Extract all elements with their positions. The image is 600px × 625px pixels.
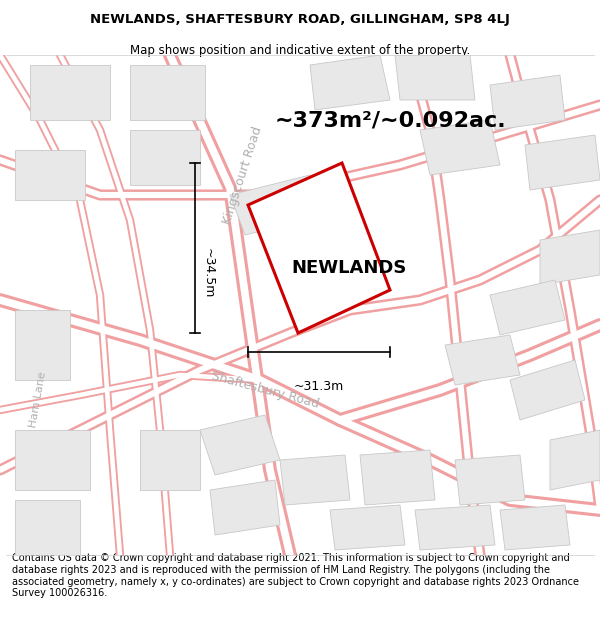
Polygon shape	[130, 130, 200, 185]
Polygon shape	[15, 150, 85, 200]
Text: Ham Lane: Ham Lane	[28, 371, 48, 429]
Text: ~373m²/~0.092ac.: ~373m²/~0.092ac.	[274, 110, 506, 130]
Polygon shape	[210, 480, 280, 535]
Polygon shape	[200, 415, 280, 475]
Text: ~34.5m: ~34.5m	[202, 248, 215, 298]
Polygon shape	[15, 500, 80, 555]
Polygon shape	[500, 505, 570, 550]
Polygon shape	[415, 505, 495, 550]
Polygon shape	[420, 120, 500, 175]
Polygon shape	[525, 135, 600, 190]
Text: Contains OS data © Crown copyright and database right 2021. This information is : Contains OS data © Crown copyright and d…	[12, 553, 579, 598]
Polygon shape	[230, 175, 325, 235]
Polygon shape	[395, 55, 475, 100]
Text: NEWLANDS: NEWLANDS	[292, 259, 407, 277]
Polygon shape	[455, 455, 525, 505]
Text: ~31.3m: ~31.3m	[294, 380, 344, 393]
Polygon shape	[540, 230, 600, 285]
Polygon shape	[280, 455, 350, 505]
Polygon shape	[445, 335, 520, 385]
Text: Kingscourt Road: Kingscourt Road	[221, 124, 265, 226]
Polygon shape	[140, 430, 200, 490]
Polygon shape	[310, 55, 390, 110]
Polygon shape	[510, 360, 585, 420]
Polygon shape	[30, 65, 110, 120]
Text: NEWLANDS, SHAFTESBURY ROAD, GILLINGHAM, SP8 4LJ: NEWLANDS, SHAFTESBURY ROAD, GILLINGHAM, …	[90, 13, 510, 26]
Polygon shape	[248, 163, 390, 333]
Polygon shape	[490, 280, 565, 335]
Polygon shape	[330, 505, 405, 550]
Polygon shape	[360, 450, 435, 505]
Polygon shape	[15, 430, 90, 490]
Text: Map shows position and indicative extent of the property.: Map shows position and indicative extent…	[130, 44, 470, 57]
Polygon shape	[550, 430, 600, 490]
Text: Shaftesbury Road: Shaftesbury Road	[210, 369, 320, 411]
Polygon shape	[130, 65, 205, 120]
Polygon shape	[490, 75, 565, 130]
Polygon shape	[15, 310, 70, 380]
